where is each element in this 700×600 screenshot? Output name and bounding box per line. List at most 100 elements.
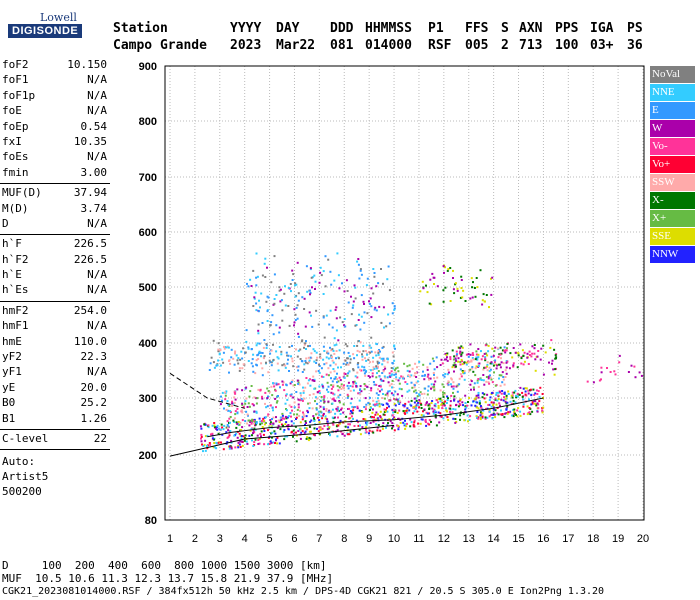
echo-point [530,403,533,406]
echo-point [257,439,260,441]
echo-point [370,346,373,349]
echo-point [512,399,515,402]
echo-point [537,390,540,393]
echo-point [267,395,269,398]
echo-point [299,399,302,402]
echo-point [206,444,208,447]
echo-point [359,268,362,271]
echo-point [368,344,371,347]
echo-point [376,429,379,432]
echo-point [460,353,463,356]
echo-point [437,398,440,400]
echo-point [429,377,432,380]
echo-point [429,278,432,281]
echo-point [413,390,415,393]
param-value: 22.3 [80,350,108,364]
echo-point [297,430,300,432]
echo-point [286,398,289,401]
echo-point [316,416,319,419]
echo-point [343,434,346,437]
x-tick-label: 5 [267,533,273,545]
echo-point [292,365,295,368]
echo-point [464,300,467,302]
echo-point [630,364,633,367]
echo-point [221,358,224,361]
echo-point [500,409,502,412]
echo-point [271,418,273,420]
legend-item-ssw: SSW [650,174,695,191]
echo-point [364,397,367,400]
echo-point [386,392,389,395]
echo-point [343,318,346,320]
echo-point [454,283,457,286]
echo-point [392,367,395,370]
echo-point [275,324,278,327]
echo-point [449,404,452,407]
echo-point [476,286,479,289]
echo-point [267,443,269,446]
echo-point [366,421,369,424]
echo-point [278,331,281,334]
echo-point [413,401,416,404]
echo-point [515,413,517,416]
echo-point [397,379,400,382]
echo-point [352,300,355,303]
echo-point [234,352,236,355]
echo-point [477,353,480,356]
echo-point [531,402,534,405]
echo-point [461,360,463,363]
echo-point [377,424,380,426]
echo-point [439,415,442,418]
echo-point [409,425,412,428]
echo-point [259,306,261,309]
echo-point [291,357,294,360]
echo-point [488,399,491,401]
echo-point [467,401,469,403]
echo-point [329,270,332,273]
echo-point [346,290,349,292]
echo-point [477,391,480,394]
echo-point [246,413,249,416]
echo-point [200,427,203,430]
echo-point [346,433,349,436]
echo-point [467,360,469,363]
echo-point [379,350,381,353]
echo-point [291,430,294,433]
echo-point [452,408,455,410]
echo-point [386,358,389,361]
station-label: Station [113,21,168,36]
x-tick-label: 13 [463,533,475,545]
echo-point [415,376,418,378]
echo-point [371,375,374,378]
echo-point [251,439,253,442]
echo-point [296,379,299,382]
echo-point [297,365,300,368]
echo-point [207,426,210,429]
echo-point [390,383,393,386]
echo-point [428,302,431,305]
echo-point [435,424,438,427]
echo-point [319,353,322,356]
echo-point [295,416,298,419]
echo-point [481,303,484,306]
echo-point [434,415,437,418]
echo-point [477,407,480,410]
echo-point [258,417,261,420]
echo-point [326,418,329,421]
param-value: N/A [87,73,107,87]
echo-point [490,355,493,358]
echo-point [378,402,381,405]
echo-point [456,353,458,356]
echo-point [297,403,300,406]
echo-point [258,342,261,345]
echo-point [423,392,426,395]
echo-point [322,345,325,348]
x-tick-label: 18 [587,533,599,545]
echo-point [468,360,471,363]
echo-point [380,268,382,270]
echo-point [490,413,493,416]
param-name: foEp [2,119,29,133]
echo-point [296,304,299,307]
echo-point [421,280,424,283]
echo-point [221,399,223,402]
